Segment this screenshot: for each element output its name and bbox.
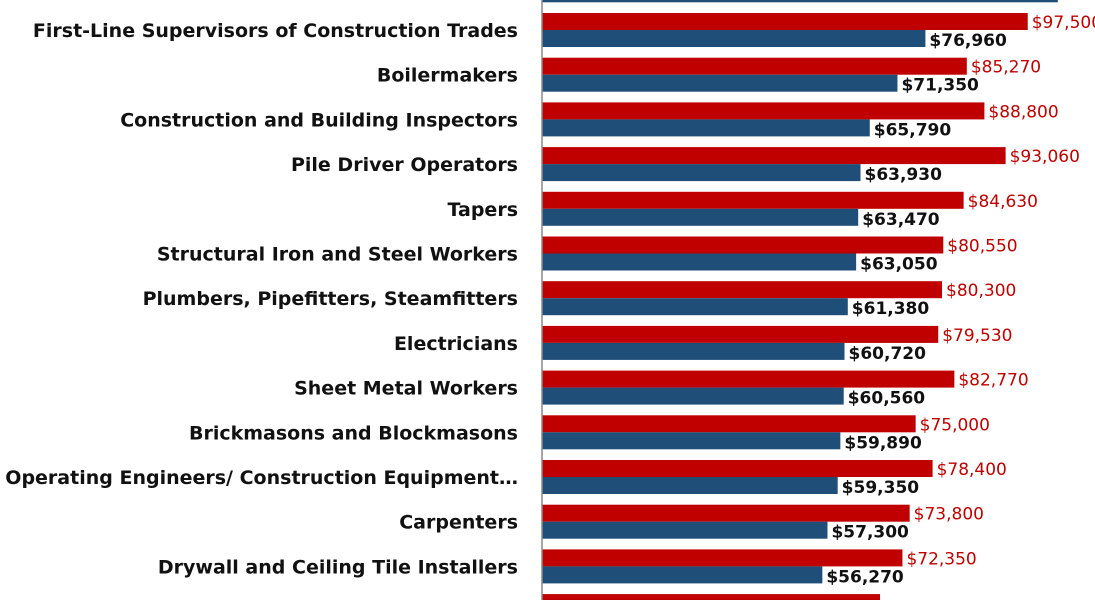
- red-series-data-label: $72,350: [906, 549, 976, 569]
- red-series-bar: [542, 594, 881, 600]
- blue-series-bar: [542, 253, 857, 271]
- category-label: Operating Engineers/ Construction Equipm…: [5, 467, 518, 489]
- red-series-bar: [542, 147, 1006, 165]
- blue-series-data-label: $59,890: [844, 433, 922, 453]
- red-series-bar: [542, 57, 967, 75]
- category-label: Boilermakers: [377, 65, 518, 87]
- red-series-bar: [542, 325, 939, 343]
- blue-series-data-label: $61,380: [852, 299, 930, 319]
- blue-series-bar: [542, 30, 926, 47]
- red-series-data-label: $75,000: [920, 415, 990, 435]
- blue-series-data-label: $63,050: [860, 255, 938, 275]
- blue-series-data-label: $60,720: [849, 344, 927, 364]
- category-label: Electricians: [394, 333, 518, 355]
- blue-series-bar: [542, 521, 828, 539]
- blue-series-data-label: $76,960: [929, 31, 1007, 51]
- red-series-data-label: $97,500: [1032, 13, 1095, 33]
- category-label: Pile Driver Operators: [291, 154, 518, 176]
- red-series-data-label: $78,400: [937, 460, 1007, 480]
- red-series-bar: [542, 13, 1028, 30]
- red-series-data-label: $80,550: [947, 237, 1017, 257]
- red-series-bar: [542, 102, 985, 120]
- category-label: Sheet Metal Workers: [294, 378, 518, 400]
- red-series-data-label: $79,530: [942, 326, 1012, 346]
- red-series-bar: [542, 281, 943, 299]
- blue-series-bar: [542, 566, 823, 584]
- category-label: Construction and Building Inspectors: [120, 109, 518, 131]
- blue-series-data-label: $65,790: [874, 120, 952, 140]
- blue-series-bar: [542, 432, 841, 450]
- category-label: Structural Iron and Steel Workers: [157, 244, 518, 266]
- blue-series-bar: [542, 208, 859, 226]
- blue-series-data-label: $60,560: [848, 389, 926, 409]
- blue-series-bar: [542, 477, 838, 494]
- bars-layer: [542, 0, 1058, 600]
- red-series-bar: [542, 191, 964, 209]
- category-label: Carpenters: [399, 512, 518, 534]
- red-series-bar: [542, 415, 916, 433]
- blue-series-bar: [542, 342, 845, 360]
- blue-series-bar: [542, 0, 1058, 3]
- category-label: First-Line Supervisors of Construction T…: [33, 20, 518, 42]
- category-label: Brickmasons and Blockmasons: [189, 422, 518, 444]
- red-series-data-label: $88,800: [988, 102, 1058, 122]
- blue-series-data-label: $59,350: [842, 478, 920, 498]
- red-series-data-label: $84,630: [968, 192, 1038, 212]
- red-series-bar: [542, 236, 944, 254]
- red-series-bar: [542, 504, 910, 522]
- category-label: Drywall and Ceiling Tile Installers: [158, 556, 518, 578]
- blue-series-bar: [542, 298, 848, 316]
- blue-series-bar: [542, 119, 870, 137]
- red-series-bar: [542, 549, 903, 567]
- category-label: Plumbers, Pipefitters, Steamfitters: [143, 288, 518, 310]
- category-label: Tapers: [448, 199, 519, 221]
- blue-series-data-label: $57,300: [831, 523, 909, 543]
- blue-series-data-label: $63,930: [864, 165, 942, 185]
- labels-layer: First-Line Supervisors of Construction T…: [5, 13, 1095, 587]
- red-series-bar: [542, 370, 955, 388]
- blue-series-data-label: $63,470: [862, 210, 940, 230]
- red-series-bar: [542, 460, 933, 477]
- blue-series-data-label: $71,350: [901, 76, 979, 96]
- blue-series-bar: [542, 164, 861, 182]
- red-series-data-label: $93,060: [1010, 147, 1080, 167]
- red-series-data-label: $80,300: [946, 281, 1016, 301]
- red-series-data-label: $82,770: [958, 371, 1028, 391]
- blue-series-bar: [542, 74, 898, 92]
- red-series-data-label: $73,800: [914, 505, 984, 525]
- blue-series-data-label: $56,270: [826, 567, 904, 587]
- blue-series-bar: [542, 387, 844, 405]
- red-series-data-label: $85,270: [971, 58, 1041, 78]
